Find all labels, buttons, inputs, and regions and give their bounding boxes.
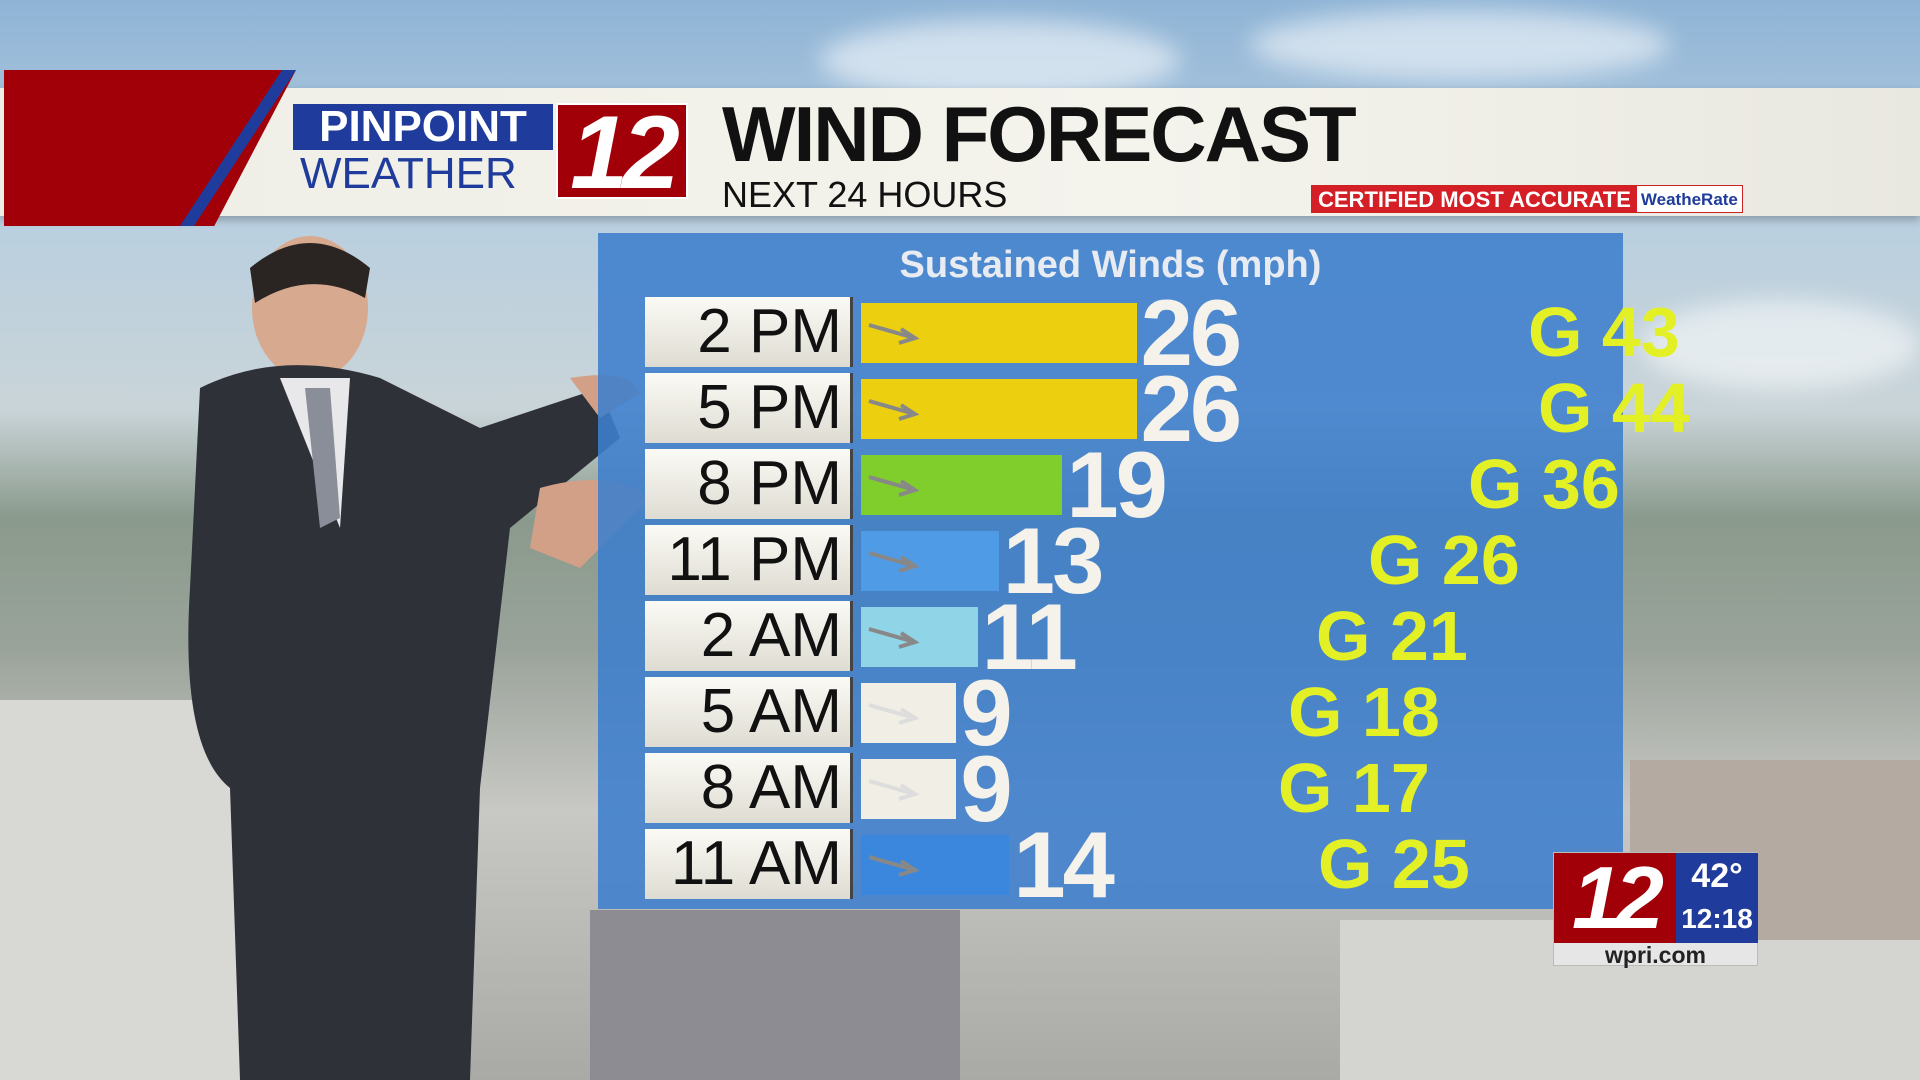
- sustained-value: 9: [960, 660, 1012, 765]
- wind-bar: [861, 379, 1137, 439]
- sustained-value: 14: [1013, 812, 1115, 917]
- wind-chart: Sustained Winds (mph) 2 PM 26 G 43 5 PM 2…: [598, 233, 1690, 917]
- bug-logo-12: 12: [1554, 853, 1676, 943]
- time-label: 8 PM: [645, 449, 853, 519]
- cloud: [1640, 300, 1920, 390]
- chart-row: 8 AM 9 G 17: [598, 736, 1623, 841]
- chart-row: 2 PM 26 G 43: [598, 280, 1680, 385]
- wind-direction-arrow-icon: [868, 551, 919, 573]
- wind-direction-arrow-icon: [868, 779, 919, 801]
- presenter: [188, 236, 650, 1080]
- page-subtitle: NEXT 24 HOURS: [722, 174, 1008, 215]
- gust-value: G 26: [1368, 521, 1520, 599]
- gust-value: G 21: [1316, 597, 1468, 675]
- wind-direction-arrow-icon: [868, 627, 919, 649]
- chart-row: 5 PM 26 G 44: [598, 356, 1690, 461]
- logo-weather: WEATHER: [300, 149, 517, 198]
- temperature: 42°: [1691, 857, 1743, 895]
- time-label: 8 AM: [645, 753, 853, 823]
- chart-row: 8 PM 19 G 36: [598, 432, 1623, 537]
- wind-direction-arrow-icon: [868, 703, 919, 725]
- clock: 12:18: [1681, 903, 1753, 934]
- weatherate-logo: WeatheRate: [1636, 186, 1742, 212]
- logo-pinpoint: PINPOINT: [293, 104, 553, 150]
- certified-badge: CERTIFIED MOST ACCURATE WeatheRate: [1311, 185, 1743, 213]
- wind-direction-arrow-icon: [868, 323, 919, 345]
- wind-bar: [861, 759, 957, 819]
- sustained-value: 26: [1140, 356, 1243, 461]
- certified-text: CERTIFIED MOST ACCURATE: [1312, 186, 1637, 212]
- chart-row: 2 AM 11 G 21: [598, 584, 1623, 689]
- wind-direction-arrow-icon: [868, 399, 919, 421]
- station-bug: 12 42° 12:18 wpri.com: [1553, 852, 1758, 968]
- website: wpri.com: [1605, 942, 1706, 968]
- sustained-value: 9: [960, 736, 1012, 841]
- wind-bar: [861, 455, 1063, 515]
- cloud: [820, 20, 1180, 100]
- chart-title: Sustained Winds (mph): [899, 244, 1322, 286]
- wind-bar: [861, 607, 978, 667]
- sustained-value: 26: [1140, 280, 1243, 385]
- time-label: 11 AM: [645, 829, 853, 899]
- gust-value: G 43: [1528, 293, 1680, 371]
- wind-direction-arrow-icon: [868, 475, 919, 497]
- time-label: 2 PM: [645, 297, 853, 367]
- wind-bar: [861, 835, 1010, 895]
- time-label: 5 AM: [645, 677, 853, 747]
- sustained-value: 13: [1002, 508, 1105, 613]
- gust-value: G 36: [1468, 445, 1620, 523]
- wind-bar: [861, 683, 957, 743]
- chart-row: 11 PM 13 G 26: [598, 508, 1623, 613]
- page-title: WIND FORECAST: [722, 90, 1357, 178]
- time-label: 5 PM: [645, 373, 853, 443]
- gust-value: G 25: [1318, 825, 1470, 903]
- building: [590, 910, 960, 1080]
- gust-value: G 44: [1538, 369, 1690, 447]
- wind-direction-arrow-icon: [868, 855, 919, 877]
- chart-row: 5 AM 9 G 18: [598, 660, 1623, 765]
- logo-12: 12: [556, 101, 688, 205]
- sustained-value: 11: [981, 584, 1078, 689]
- chart-row: 11 AM 14 G 25: [598, 812, 1623, 917]
- cloud: [1250, 10, 1670, 80]
- gust-value: G 18: [1288, 673, 1440, 751]
- sustained-value: 19: [1066, 432, 1168, 537]
- gust-value: G 17: [1278, 749, 1430, 827]
- time-label: 2 AM: [645, 601, 853, 671]
- wind-bar: [861, 303, 1137, 363]
- wind-bar: [861, 531, 999, 591]
- time-label: 11 PM: [645, 525, 853, 595]
